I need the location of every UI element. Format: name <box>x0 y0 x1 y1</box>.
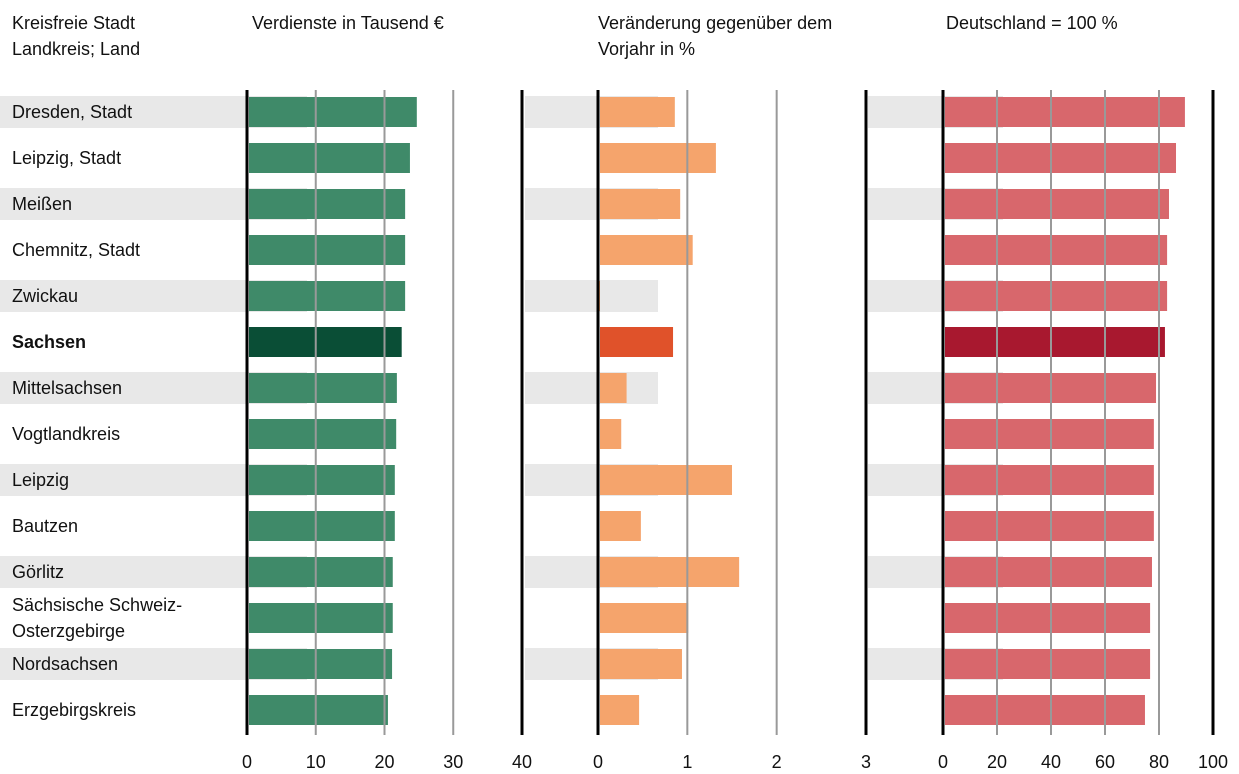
panel-title: Veränderung gegenüber dem Vorjahr in % <box>598 13 833 59</box>
bar <box>945 603 1151 633</box>
x-tick-label: 10 <box>306 752 326 772</box>
bar <box>249 649 393 679</box>
x-tick-label: 0 <box>938 752 948 772</box>
bar <box>945 649 1151 679</box>
x-tick-label: 60 <box>1095 752 1115 772</box>
bar <box>945 97 1185 127</box>
bar <box>600 603 689 633</box>
bar <box>249 557 393 587</box>
category-label: Mittelsachsen <box>12 378 123 398</box>
x-tick-label: 100 <box>1198 752 1228 772</box>
bar <box>945 189 1169 219</box>
x-tick-label: 0 <box>242 752 252 772</box>
x-tick-label: 20 <box>987 752 1007 772</box>
panel-title: Verdienste in Tausend € <box>252 13 444 33</box>
bar <box>249 327 402 357</box>
bar <box>600 327 674 357</box>
bar <box>249 143 410 173</box>
bar <box>249 419 397 449</box>
x-tick-label: 0 <box>593 752 603 772</box>
bar <box>600 373 627 403</box>
category-label: Zwickau <box>12 286 79 306</box>
bar <box>600 465 732 495</box>
bar <box>249 373 397 403</box>
bar <box>600 189 681 219</box>
x-tick-label: 80 <box>1149 752 1169 772</box>
bar <box>945 511 1154 541</box>
bar <box>945 327 1165 357</box>
bar <box>945 695 1145 725</box>
bar <box>945 235 1168 265</box>
bar <box>249 603 393 633</box>
bar <box>249 235 406 265</box>
category-label: Meißen <box>12 194 73 214</box>
row-stripe <box>525 372 658 404</box>
category-label: Leipzig, Stadt <box>12 148 122 168</box>
category-label: Görlitz <box>12 562 65 582</box>
bar <box>600 695 640 725</box>
bar <box>600 235 693 265</box>
bar <box>600 557 740 587</box>
bar <box>600 649 682 679</box>
category-label: Erzgebirgskreis <box>12 700 137 720</box>
x-tick-label: 30 <box>443 752 463 772</box>
x-tick-label: 2 <box>772 752 782 772</box>
category-label: Vogtlandkreis <box>12 424 121 444</box>
bar <box>945 419 1154 449</box>
category-header: Kreisfreie Stadt Landkreis; Land <box>12 13 141 59</box>
bar <box>945 465 1154 495</box>
category-label: Leipzig <box>12 470 70 490</box>
bar <box>945 281 1168 311</box>
bar <box>945 143 1177 173</box>
bar <box>600 511 641 541</box>
x-tick-label: 1 <box>682 752 692 772</box>
bar <box>249 465 395 495</box>
x-tick-label: 40 <box>512 752 532 772</box>
category-label: Chemnitz, Stadt <box>12 240 141 260</box>
category-label: Sächsische Schweiz-Osterzgebirge <box>12 595 183 641</box>
bar <box>249 281 406 311</box>
bar <box>600 97 675 127</box>
bar <box>249 189 406 219</box>
category-label: Nordsachsen <box>12 654 119 674</box>
bar <box>945 557 1152 587</box>
x-tick-label: 3 <box>861 752 871 772</box>
category-label: Sachsen <box>12 332 87 352</box>
bar <box>249 695 388 725</box>
category-label: Dresden, Stadt <box>12 102 133 122</box>
row-stripe <box>525 280 658 312</box>
category-label: Bautzen <box>12 516 79 536</box>
bar <box>249 511 395 541</box>
bar <box>600 143 716 173</box>
x-tick-label: 20 <box>374 752 394 772</box>
bar <box>600 419 622 449</box>
bar <box>249 97 417 127</box>
panel-title: Deutschland = 100 % <box>946 13 1118 33</box>
x-tick-label: 40 <box>1041 752 1061 772</box>
